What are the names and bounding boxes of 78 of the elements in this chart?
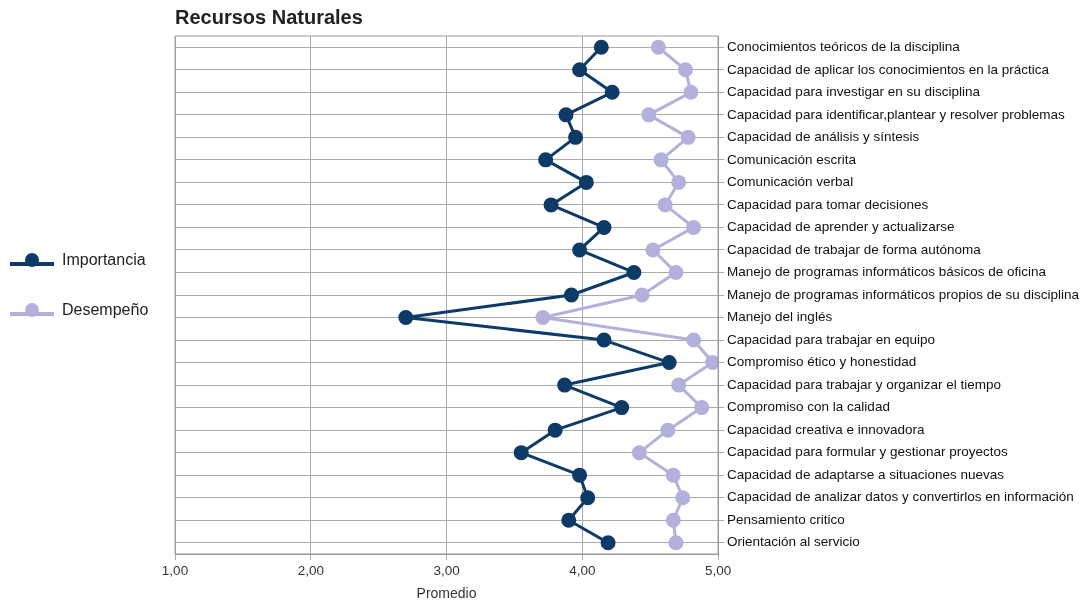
point [538, 152, 554, 168]
y-tick-label: Capacidad de análisis y síntesis [727, 129, 920, 145]
point [561, 512, 577, 528]
point [543, 197, 559, 213]
y-tick-label: Comunicación verbal [727, 174, 854, 190]
y-tick-label: Capacidad para formular y gestionar proyectos [727, 444, 1008, 460]
point [645, 242, 661, 258]
point [657, 197, 673, 213]
point [568, 129, 584, 145]
point [558, 107, 574, 123]
point [661, 355, 677, 371]
point [572, 467, 588, 483]
y-tick-label: Capacidad creativa e innovadora [727, 421, 925, 437]
point [660, 422, 676, 438]
point [694, 400, 710, 416]
point [604, 84, 620, 100]
point [671, 377, 687, 393]
chart-title: Recursos Naturales [175, 5, 363, 28]
y-tick-label: Manejo de programas informáticos básicos de oficina [727, 264, 1047, 280]
point [683, 84, 699, 100]
y-tick-label: Pensamiento critico [727, 511, 845, 527]
point [557, 377, 573, 393]
point [563, 287, 579, 303]
point [596, 332, 612, 348]
point [677, 62, 693, 78]
point [650, 39, 666, 55]
point [572, 242, 588, 258]
x-tick-label: 3,00 [433, 562, 460, 578]
y-tick-label: Capacidad de analizar datos y convertirlos en información [727, 489, 1074, 505]
y-tick-label: Capacidad de adaptarse a situaciones nuevas [727, 466, 1005, 482]
point [614, 400, 630, 416]
x-tick-label: 5,00 [704, 562, 732, 578]
point [686, 219, 702, 235]
point [631, 445, 647, 461]
point [668, 264, 684, 280]
point [626, 264, 642, 280]
y-tick-label: Comunicación escrita [727, 151, 857, 167]
x-tick-label: 2,00 [297, 562, 324, 578]
y-tick-label: Capacidad de aprender y actualizarse [727, 219, 955, 235]
y-tick-label: Manejo de programas informáticos propios de su disciplina [727, 286, 1080, 302]
y-tick-label: Capacidad de aplicar los conocimientos en la práctica [727, 61, 1050, 77]
point [547, 422, 563, 438]
y-tick-label: Conocimientos teóricos de la disciplina [727, 38, 961, 54]
point [665, 467, 681, 483]
y-tick-label: Compromiso con la calidad [727, 399, 890, 415]
point [593, 39, 609, 55]
y-tick-label: Capacidad para tomar decisiones [727, 196, 929, 212]
point [596, 219, 612, 235]
point [600, 535, 616, 551]
y-tick-label: Capacidad de trabajar de forma autónoma [727, 241, 982, 257]
point [513, 445, 529, 461]
point [634, 287, 650, 303]
y-tick-label: Manejo del inglés [727, 309, 833, 325]
point [680, 129, 696, 145]
point [641, 107, 657, 123]
point [668, 535, 684, 551]
y-tick-label: Compromiso ético y honestidad [727, 354, 917, 370]
y-tick-label: Capacidad para trabajar y organizar el tiempo [727, 376, 1001, 392]
point [535, 310, 551, 326]
point [675, 490, 691, 506]
x-tick-label: 4,00 [569, 562, 596, 578]
x-axis-title: Promedio [416, 585, 477, 602]
point [686, 332, 702, 348]
point [398, 310, 414, 326]
point [572, 62, 588, 78]
y-tick-label: Capacidad para trabajar en equipo [727, 331, 935, 347]
y-tick-label: Orientación al servicio [727, 534, 860, 550]
point [671, 174, 687, 190]
point [580, 490, 596, 506]
point [578, 174, 594, 190]
legend-label: Desempeño [62, 301, 149, 319]
y-tick-label: Capacidad para identificar,plantear y resolver problemas [727, 106, 1066, 122]
legend-label: Importancia [62, 251, 146, 269]
point [665, 512, 681, 528]
y-tick-label: Capacidad para investigar en su disciplina [727, 84, 981, 100]
point [705, 355, 719, 371]
point [653, 152, 669, 168]
x-tick-label: 1,00 [161, 562, 189, 578]
